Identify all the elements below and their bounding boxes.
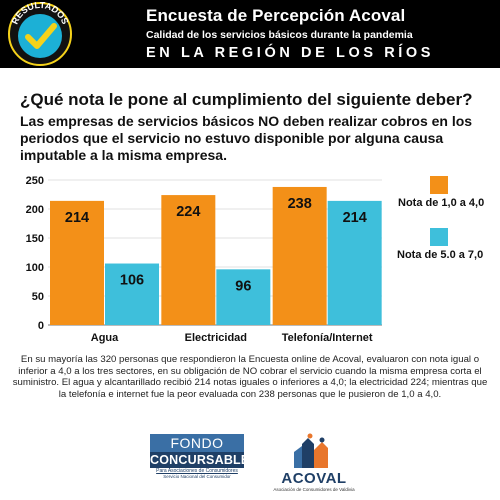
y-tick-label: 100 [26, 262, 44, 274]
header-subtitle: Calidad de los servicios básicos durante… [146, 29, 413, 41]
bar-value-label: 106 [120, 273, 144, 289]
bar-agua-series-2 [105, 263, 159, 325]
legend-swatch-high [430, 228, 448, 246]
statement-text: Las empresas de servicios básicos NO deb… [20, 113, 473, 163]
bar-value-label: 214 [343, 210, 367, 226]
fondo-concursable-logo: FONDO CONCURSABLE Para Asociaciones de C… [150, 434, 250, 480]
question-heading: ¿Qué nota le pone al cumplimiento del si… [20, 90, 473, 109]
y-tick-label: 0 [38, 320, 44, 332]
bar-value-label: 224 [176, 204, 200, 220]
fondo-logo-top: FONDO [150, 434, 244, 452]
x-category-label: Electricidad [185, 332, 247, 344]
header-region: EN LA REGIÓN DE LOS RÍOS [146, 45, 435, 61]
legend-label-low: Nota de 1,0 a 4,0 [398, 197, 485, 209]
acoval-logo-subtext: Asociación de Consumidores de Valdivia [273, 487, 355, 492]
bar-chart: 0 50 100 150 200 250 214 106 Agua 224 96 Electricid… [26, 175, 382, 344]
bar-electricidad-series-1 [161, 195, 216, 325]
acoval-logo-icon [294, 433, 328, 468]
summary-paragraph: En su mayoría las 320 personas que respo… [12, 354, 488, 400]
header-banner: RESULTADOS Encuesta de Percepción Acoval… [0, 0, 500, 68]
x-category-label: Agua [91, 332, 119, 344]
y-tick-label: 250 [26, 175, 44, 187]
acoval-logo-text: ACOVAL [281, 470, 347, 487]
fondo-logo-line1: Para Asociaciones de Consumidores [156, 468, 238, 474]
fondo-logo-bottom: CONCURSABLE [150, 452, 250, 468]
fondo-logo-line2: Servicio Nacional del Consumidor [163, 474, 231, 479]
bar-telefon-a-internet-series-2 [327, 200, 382, 325]
y-tick-label: 150 [26, 233, 44, 245]
legend-swatch-low [430, 176, 448, 194]
header-title: Encuesta de Percepción Acoval [146, 6, 406, 25]
bar-electricidad-series-2 [216, 269, 271, 325]
bar-value-label: 96 [235, 278, 251, 294]
x-category-label: Telefonía/Internet [282, 332, 373, 344]
bar-agua-series-1 [50, 200, 104, 325]
bar-value-label: 214 [65, 210, 89, 226]
legend-label-high: Nota de 5.0 a 7,0 [397, 249, 484, 261]
y-tick-label: 200 [26, 204, 44, 216]
bar-value-label: 238 [288, 196, 312, 212]
y-tick-label: 50 [32, 291, 44, 303]
resultados-check-badge-icon: RESULTADOS [8, 2, 72, 66]
bar-telefon-a-internet-series-1 [272, 186, 327, 325]
